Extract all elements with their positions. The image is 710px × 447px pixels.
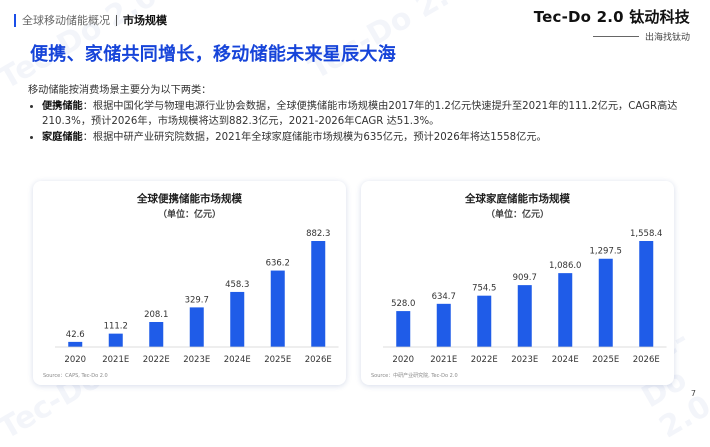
category-label: 2025E	[592, 355, 619, 365]
breadcrumb: 全球移动储能概况 市场规模	[14, 13, 167, 27]
bar	[598, 258, 613, 347]
data-label: 1,297.5	[590, 247, 622, 257]
data-label: 754.5	[472, 284, 496, 294]
data-label: 634.7	[432, 292, 456, 302]
bar	[558, 273, 573, 347]
bar	[149, 321, 164, 347]
category-label: 2022E	[471, 355, 498, 365]
category-label: 2020	[64, 355, 86, 365]
brand-logo: Tec-Do 2.0 钛动科技	[533, 8, 690, 26]
category-label: 2024E	[552, 355, 579, 365]
home-storage-chart-card: 全球家庭储能市场规模 （单位：亿元） 528.0 2020 634.7 2021E 75…	[361, 181, 674, 385]
brand-block: Tec-Do 2.0 钛动科技 出海找钛动	[530, 6, 690, 43]
data-label: 42.6	[66, 330, 85, 340]
breadcrumb-divider	[116, 14, 117, 26]
intro-lead: 移动储能按消费场景主要分为以下两类：	[28, 85, 212, 96]
data-label: 111.2	[104, 322, 128, 332]
list-item: 家庭储能：根据中研产业研究院数据，2021年全球家庭储能市场规模为635亿元，预…	[42, 130, 688, 146]
page-number: 7	[690, 389, 696, 398]
chart-source: Source：CAPS, Tec-Do 2.0	[43, 373, 108, 379]
category-label: 2024E	[224, 355, 251, 365]
bar	[477, 295, 492, 347]
category-label: 2023E	[511, 355, 538, 365]
list-item-term: 家庭储能	[42, 131, 83, 143]
bar	[436, 303, 451, 347]
bar	[311, 241, 326, 347]
bar	[396, 311, 411, 347]
data-label: 909.7	[513, 273, 537, 283]
chart-source: Source：中研产业研究院, Tec-Do 2.0	[371, 373, 458, 379]
data-label: 528.0	[391, 299, 415, 309]
category-label: 2022E	[143, 355, 170, 365]
breadcrumb-current: 市场规模	[123, 14, 167, 27]
bar	[230, 291, 245, 347]
chart-unit: （单位：亿元）	[485, 210, 549, 220]
category-label: 2026E	[305, 355, 332, 365]
bar	[68, 341, 83, 347]
slogan-divider	[592, 36, 639, 37]
chart-title: 全球便携储能市场规模	[137, 193, 242, 205]
data-label: 636.2	[266, 259, 290, 269]
breadcrumb-section: 全球移动储能概况	[22, 14, 110, 27]
category-label: 2026E	[633, 355, 660, 365]
category-label: 2025E	[264, 355, 291, 365]
list-item-text: ：根据中研产业研究院数据，2021年全球家庭储能市场规模为635亿元，预计202…	[82, 131, 547, 143]
intro-text: 移动储能按消费场景主要分为以下两类： 便携储能：根据中国化学与物理电源行业协会数…	[28, 83, 688, 145]
bar	[189, 307, 204, 347]
section-marker	[14, 13, 16, 27]
page-title: 便携、家储共同增长，移动储能未来星辰大海	[30, 44, 396, 65]
category-label: 2021E	[430, 355, 457, 365]
data-label: 329.7	[185, 295, 209, 305]
bar	[270, 270, 285, 347]
brand-slogan: 出海找钛动	[644, 33, 690, 43]
category-label: 2020	[392, 355, 414, 365]
list-item-text: ：根据中国化学与物理电源行业协会数据，全球便携储能市场规模由2017年的1.2亿…	[42, 100, 678, 128]
data-label: 1,086.0	[549, 261, 581, 271]
bar-chart: 42.6 2020 111.2 2021E 208.1 2022E 329.7 2023E 45…	[55, 229, 339, 365]
data-label: 458.3	[225, 280, 249, 290]
chart-title: 全球家庭储能市场规模	[465, 193, 570, 205]
category-label: 2023E	[183, 355, 210, 365]
data-label: 208.1	[144, 310, 168, 320]
list-item: 便携储能：根据中国化学与物理电源行业协会数据，全球便携储能市场规模由2017年的…	[42, 99, 688, 130]
category-label: 2021E	[102, 355, 129, 365]
bar	[639, 241, 654, 347]
portable-storage-chart-card: 全球便携储能市场规模 （单位：亿元） 42.6 2020 111.2 2021E 208…	[33, 181, 346, 385]
bar	[108, 333, 123, 347]
data-label: 882.3	[306, 229, 330, 239]
intro-list: 便携储能：根据中国化学与物理电源行业协会数据，全球便携储能市场规模由2017年的…	[28, 99, 688, 146]
list-item-term: 便携储能	[42, 100, 83, 112]
bar	[517, 285, 532, 347]
chart-unit: （单位：亿元）	[157, 210, 221, 220]
data-label: 1,558.4	[630, 229, 662, 239]
bar-chart: 528.0 2020 634.7 2021E 754.5 2022E 909.7 2023E 1…	[383, 229, 667, 365]
